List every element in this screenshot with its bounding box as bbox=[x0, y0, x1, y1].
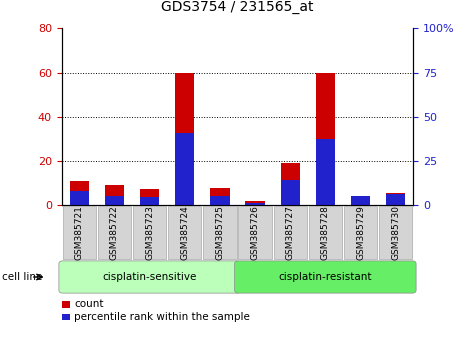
Bar bbox=[246, 202, 265, 205]
Bar bbox=[316, 139, 335, 205]
Text: count: count bbox=[74, 299, 104, 309]
Bar bbox=[175, 73, 194, 205]
Text: GSM385730: GSM385730 bbox=[391, 205, 400, 260]
Bar bbox=[351, 203, 370, 205]
Text: GSM385721: GSM385721 bbox=[75, 205, 84, 260]
Bar bbox=[105, 196, 124, 205]
Bar bbox=[210, 188, 229, 205]
Bar bbox=[281, 181, 300, 205]
Bar bbox=[386, 194, 405, 205]
Text: GSM385723: GSM385723 bbox=[145, 205, 154, 260]
Text: GSM385722: GSM385722 bbox=[110, 205, 119, 260]
Text: GSM385727: GSM385727 bbox=[286, 205, 294, 260]
Text: cisplatin-resistant: cisplatin-resistant bbox=[279, 272, 372, 282]
Bar bbox=[386, 193, 405, 205]
Bar bbox=[210, 196, 229, 205]
Bar bbox=[175, 133, 194, 205]
Text: GSM385724: GSM385724 bbox=[180, 205, 189, 260]
Text: cisplatin-sensitive: cisplatin-sensitive bbox=[103, 272, 197, 282]
Bar bbox=[281, 163, 300, 205]
Bar bbox=[140, 197, 159, 205]
Text: cell line: cell line bbox=[2, 272, 43, 282]
Text: GSM385728: GSM385728 bbox=[321, 205, 330, 260]
Text: GSM385725: GSM385725 bbox=[216, 205, 224, 260]
Text: percentile rank within the sample: percentile rank within the sample bbox=[74, 312, 250, 322]
Bar bbox=[246, 201, 265, 205]
Text: GSM385726: GSM385726 bbox=[251, 205, 259, 260]
Bar bbox=[105, 185, 124, 205]
Bar bbox=[70, 181, 89, 205]
Bar bbox=[351, 196, 370, 205]
Text: GSM385729: GSM385729 bbox=[356, 205, 365, 260]
Text: GDS3754 / 231565_at: GDS3754 / 231565_at bbox=[161, 0, 314, 14]
Bar bbox=[70, 192, 89, 205]
Bar bbox=[140, 189, 159, 205]
Bar bbox=[316, 73, 335, 205]
